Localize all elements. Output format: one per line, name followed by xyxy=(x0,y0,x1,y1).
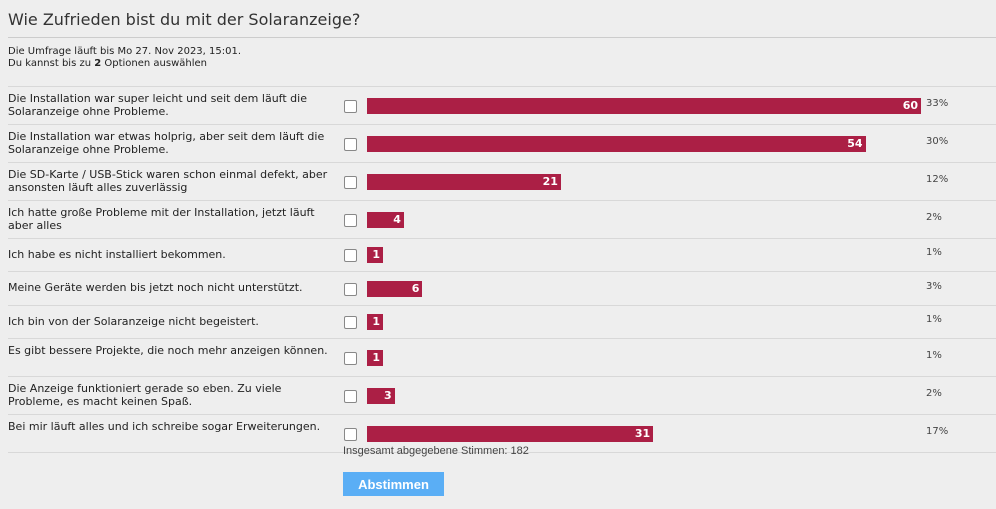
option-checkbox[interactable] xyxy=(344,282,357,296)
option-label: Ich bin von der Solaranzeige nicht begei… xyxy=(8,315,259,328)
divider xyxy=(8,452,996,453)
option-label: Die SD-Karte / USB-Stick waren schon ein… xyxy=(8,168,328,194)
vote-bar: 6 xyxy=(367,280,423,297)
vote-percent: 3% xyxy=(926,280,942,292)
poll-option-row: Die Installation war etwas holprig, aber… xyxy=(8,124,996,162)
poll-option-row: Bei mir läuft alles und ich schreibe sog… xyxy=(8,414,996,452)
total-votes: Insgesamt abgegebene Stimmen: 182 xyxy=(343,445,529,457)
vote-percent: 1% xyxy=(926,247,942,258)
option-checkbox[interactable] xyxy=(344,137,357,151)
option-checkbox[interactable] xyxy=(344,389,357,403)
vote-percent: 12% xyxy=(926,173,949,185)
vote-percent: 1% xyxy=(926,349,942,361)
vote-bar: 4 xyxy=(367,211,404,228)
poll-option-row: Die Installation war super leicht und se… xyxy=(8,86,996,124)
poll-option-row: Die Anzeige funktioniert gerade so eben.… xyxy=(8,376,996,414)
vote-percent: 30% xyxy=(926,135,949,147)
vote-bar: 60 xyxy=(367,97,921,114)
option-checkbox[interactable] xyxy=(344,249,357,262)
option-label: Die Installation war etwas holprig, aber… xyxy=(8,130,325,156)
vote-percent: 33% xyxy=(926,97,949,109)
vote-button[interactable]: Abstimmen xyxy=(343,472,444,496)
max-options-number: 2 xyxy=(94,58,102,69)
option-label: Es gibt bessere Projekte, die noch mehr … xyxy=(8,344,328,357)
max-options-post: Optionen auswählen xyxy=(101,58,208,69)
poll-max-options: Du kannst bis zu 2 Optionen auswählen xyxy=(8,58,241,70)
poll-title: Wie Zufrieden bist du mit der Solaranzei… xyxy=(8,10,361,29)
poll-option-row: Meine Geräte werden bis jetzt noch nicht… xyxy=(8,271,996,305)
poll-option-row: Die SD-Karte / USB-Stick waren schon ein… xyxy=(8,162,996,200)
vote-bar: 31 xyxy=(367,425,654,442)
divider xyxy=(8,37,996,38)
option-checkbox[interactable] xyxy=(344,351,357,365)
option-checkbox[interactable] xyxy=(344,427,357,441)
vote-bar: 1 xyxy=(367,314,383,330)
option-label: Die Anzeige funktioniert gerade so eben.… xyxy=(8,382,282,408)
option-label: Meine Geräte werden bis jetzt noch nicht… xyxy=(8,281,303,294)
vote-bar: 21 xyxy=(367,173,561,190)
option-checkbox[interactable] xyxy=(344,175,357,189)
option-label: Ich hatte große Probleme mit der Install… xyxy=(8,206,315,232)
vote-bar: 1 xyxy=(367,247,383,263)
vote-percent: 2% xyxy=(926,211,942,223)
vote-percent: 17% xyxy=(926,425,949,437)
poll-option-row: Ich hatte große Probleme mit der Install… xyxy=(8,200,996,238)
poll-end-date: Die Umfrage läuft bis Mo 27. Nov 2023, 1… xyxy=(8,46,242,57)
vote-bar: 3 xyxy=(367,387,395,404)
option-checkbox[interactable] xyxy=(344,316,357,329)
option-label: Ich habe es nicht installiert bekommen. xyxy=(8,248,226,261)
vote-percent: 2% xyxy=(926,387,942,399)
poll-option-row: Ich bin von der Solaranzeige nicht begei… xyxy=(8,305,996,338)
poll-options: Die Installation war super leicht und se… xyxy=(8,86,996,453)
option-checkbox[interactable] xyxy=(344,99,357,113)
option-label: Die Installation war super leicht und se… xyxy=(8,92,307,118)
max-options-pre: Du kannst bis zu xyxy=(8,58,95,69)
vote-percent: 1% xyxy=(926,314,942,325)
option-checkbox[interactable] xyxy=(344,213,357,227)
poll-info: Die Umfrage läuft bis Mo 27. Nov 2023, 1… xyxy=(8,46,241,70)
poll-option-row: Ich habe es nicht installiert bekommen. … xyxy=(8,238,996,271)
poll-option-row: Es gibt bessere Projekte, die noch mehr … xyxy=(8,338,996,376)
vote-bar: 54 xyxy=(367,135,866,152)
vote-bar: 1 xyxy=(367,349,383,366)
option-label: Bei mir läuft alles und ich schreibe sog… xyxy=(8,420,321,433)
